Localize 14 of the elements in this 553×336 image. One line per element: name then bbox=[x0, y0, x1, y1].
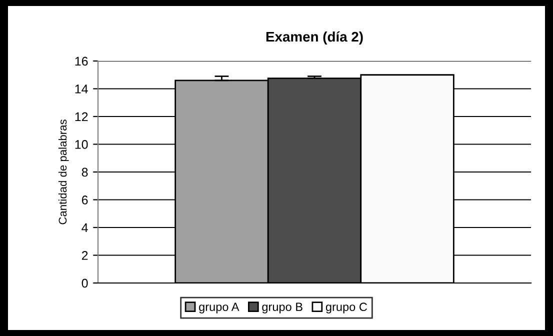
legend-label: grupo A bbox=[199, 302, 240, 314]
y-tick-label: 6 bbox=[82, 196, 88, 204]
legend-label: grupo C bbox=[326, 302, 367, 314]
y-tick-label: 16 bbox=[75, 56, 88, 66]
y-tick-label: 4 bbox=[82, 223, 88, 232]
y-tick-label: 10 bbox=[75, 140, 88, 149]
chart-title: Examen (día 2) bbox=[266, 31, 363, 44]
y-tick-label: 2 bbox=[82, 251, 88, 260]
y-tick-label: 14 bbox=[75, 84, 88, 94]
y-tick-label: 8 bbox=[82, 168, 88, 177]
y-tick-label: 0 bbox=[82, 278, 88, 288]
y-axis-title: Cantidad de palabras bbox=[58, 120, 69, 224]
legend-label: grupo B bbox=[262, 302, 302, 314]
y-tick-label: 12 bbox=[75, 112, 88, 122]
